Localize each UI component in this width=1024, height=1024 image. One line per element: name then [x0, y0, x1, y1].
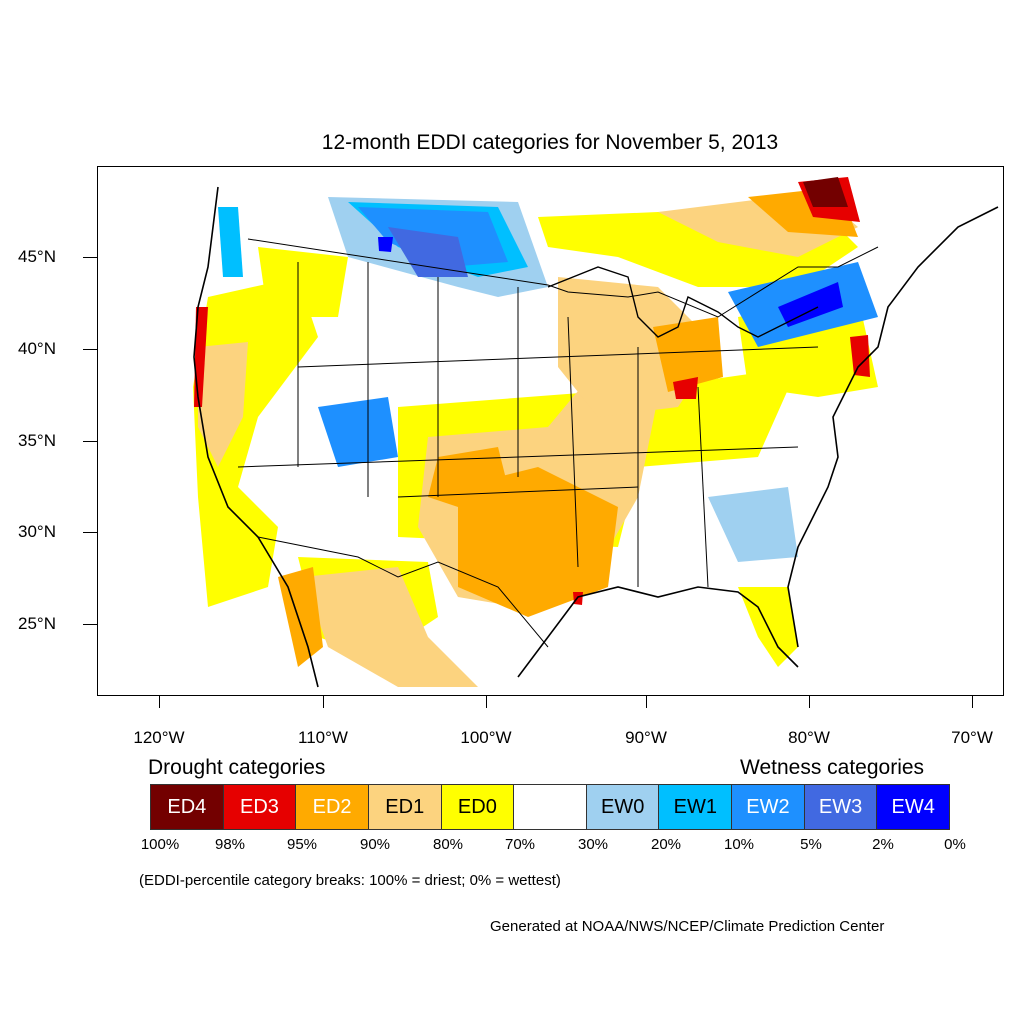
great-lakes	[547, 266, 819, 338]
lon-tick-90	[646, 696, 647, 708]
us-mexico-border	[257, 536, 549, 648]
lon-tick-70	[972, 696, 973, 708]
legend-swatch-ew2: EW2	[732, 784, 805, 830]
legend-swatch-ed1: ED1	[368, 784, 442, 830]
us-canada-border	[247, 238, 879, 318]
region-ew1-washington	[218, 207, 243, 277]
category-fill-layer	[193, 177, 878, 687]
legend-swatch-ew3: EW3	[804, 784, 878, 830]
lat-label-35: 35°N	[18, 431, 56, 450]
pct-label-30: 30%	[577, 836, 609, 853]
lat-label-30: 30°N	[18, 522, 56, 541]
lon-label-90: 90°W	[625, 728, 667, 747]
region-ed3-newengland	[850, 335, 870, 377]
lat-tick-25	[83, 624, 97, 625]
boundary-layer	[193, 186, 999, 688]
west-coast	[193, 186, 319, 688]
lon-label-110: 110°W	[298, 728, 348, 747]
lat-label-45: 45°N	[18, 247, 56, 266]
lon-tick-120	[159, 696, 160, 708]
state-line-9	[237, 446, 799, 468]
legend-swatch-ed3: ED3	[223, 784, 297, 830]
lat-label-40: 40°N	[18, 339, 56, 358]
pct-label-95: 95%	[286, 836, 318, 853]
pct-label-100: 100%	[140, 836, 180, 853]
lon-label-70: 70°W	[951, 728, 993, 747]
legend-swatch-ew4: EW4	[877, 784, 951, 830]
drought-categories-heading: Drought categories	[148, 756, 326, 779]
lat-tick-30	[83, 532, 97, 533]
state-line-10	[397, 486, 639, 498]
region-ed4-ontario	[803, 177, 848, 207]
pct-label-10: 10%	[723, 836, 755, 853]
pct-label-80: 80%	[432, 836, 464, 853]
lon-tick-80	[809, 696, 810, 708]
region-ed3-michigan	[673, 377, 698, 399]
lon-label-100: 100°W	[460, 728, 512, 747]
lat-tick-40	[83, 349, 97, 350]
legend-swatch-ed0: ED0	[441, 784, 515, 830]
lon-label-120: 120°W	[133, 728, 185, 747]
region-ew4-lakeontario	[778, 282, 843, 327]
region-ed3-pacific	[194, 307, 208, 407]
wetness-categories-heading: Wetness categories	[740, 756, 925, 779]
east-coast	[787, 206, 999, 648]
region-ew1-colorado	[318, 397, 398, 467]
pct-label-5: 5%	[800, 836, 822, 853]
region-ed3-louisiana	[573, 592, 583, 605]
region-ed2-michigan	[653, 317, 723, 392]
pct-label-98: 98%	[214, 836, 246, 853]
lat-tick-35	[83, 441, 97, 442]
lon-tick-100	[486, 696, 487, 708]
state-line-8	[297, 346, 819, 368]
region-ed2-texas	[458, 467, 618, 617]
legend-swatch-ew1: EW1	[659, 784, 733, 830]
credit-footer: Generated at NOAA/NWS/NCEP/Climate Predi…	[490, 918, 885, 935]
lat-label-25: 25°N	[18, 614, 56, 633]
legend-swatch-ed4: ED4	[150, 784, 224, 830]
gulf-coast	[517, 586, 799, 678]
region-ed2-kansas	[428, 447, 508, 507]
lat-tick-45	[83, 257, 97, 258]
legend-swatch-ed2: ED2	[296, 784, 369, 830]
state-line-7	[697, 386, 709, 588]
region-ew4-northwest	[378, 237, 393, 252]
region-ew3-northwest	[388, 227, 468, 277]
region-ew1-southeast	[708, 487, 798, 562]
pct-label-0: 0%	[944, 836, 966, 853]
pct-label-20: 20%	[650, 836, 682, 853]
region-ed1-mexico	[303, 567, 478, 687]
pct-label-70: 70%	[504, 836, 536, 853]
map-title: 12-month EDDI categories for November 5,…	[321, 131, 779, 154]
pct-label-2: 2%	[872, 836, 894, 853]
legend-swatch-ew0: EW0	[586, 784, 660, 830]
region-ed1-california	[198, 342, 248, 467]
eddi-map	[193, 177, 999, 688]
lon-label-80: 80°W	[788, 728, 830, 747]
legend-swatch-neutral	[514, 784, 587, 830]
region-ed0-idaho	[258, 247, 348, 317]
map-panel	[97, 166, 1004, 696]
category-legend: ED4 ED3 ED2 ED1 ED0 EW0 EW1 EW2 EW3 EW4	[150, 784, 951, 830]
state-line-5	[567, 316, 579, 568]
category-breaks-note: (EDDI-percentile category breaks: 100% =…	[139, 872, 561, 889]
lon-tick-110	[323, 696, 324, 708]
pct-label-90: 90%	[359, 836, 391, 853]
